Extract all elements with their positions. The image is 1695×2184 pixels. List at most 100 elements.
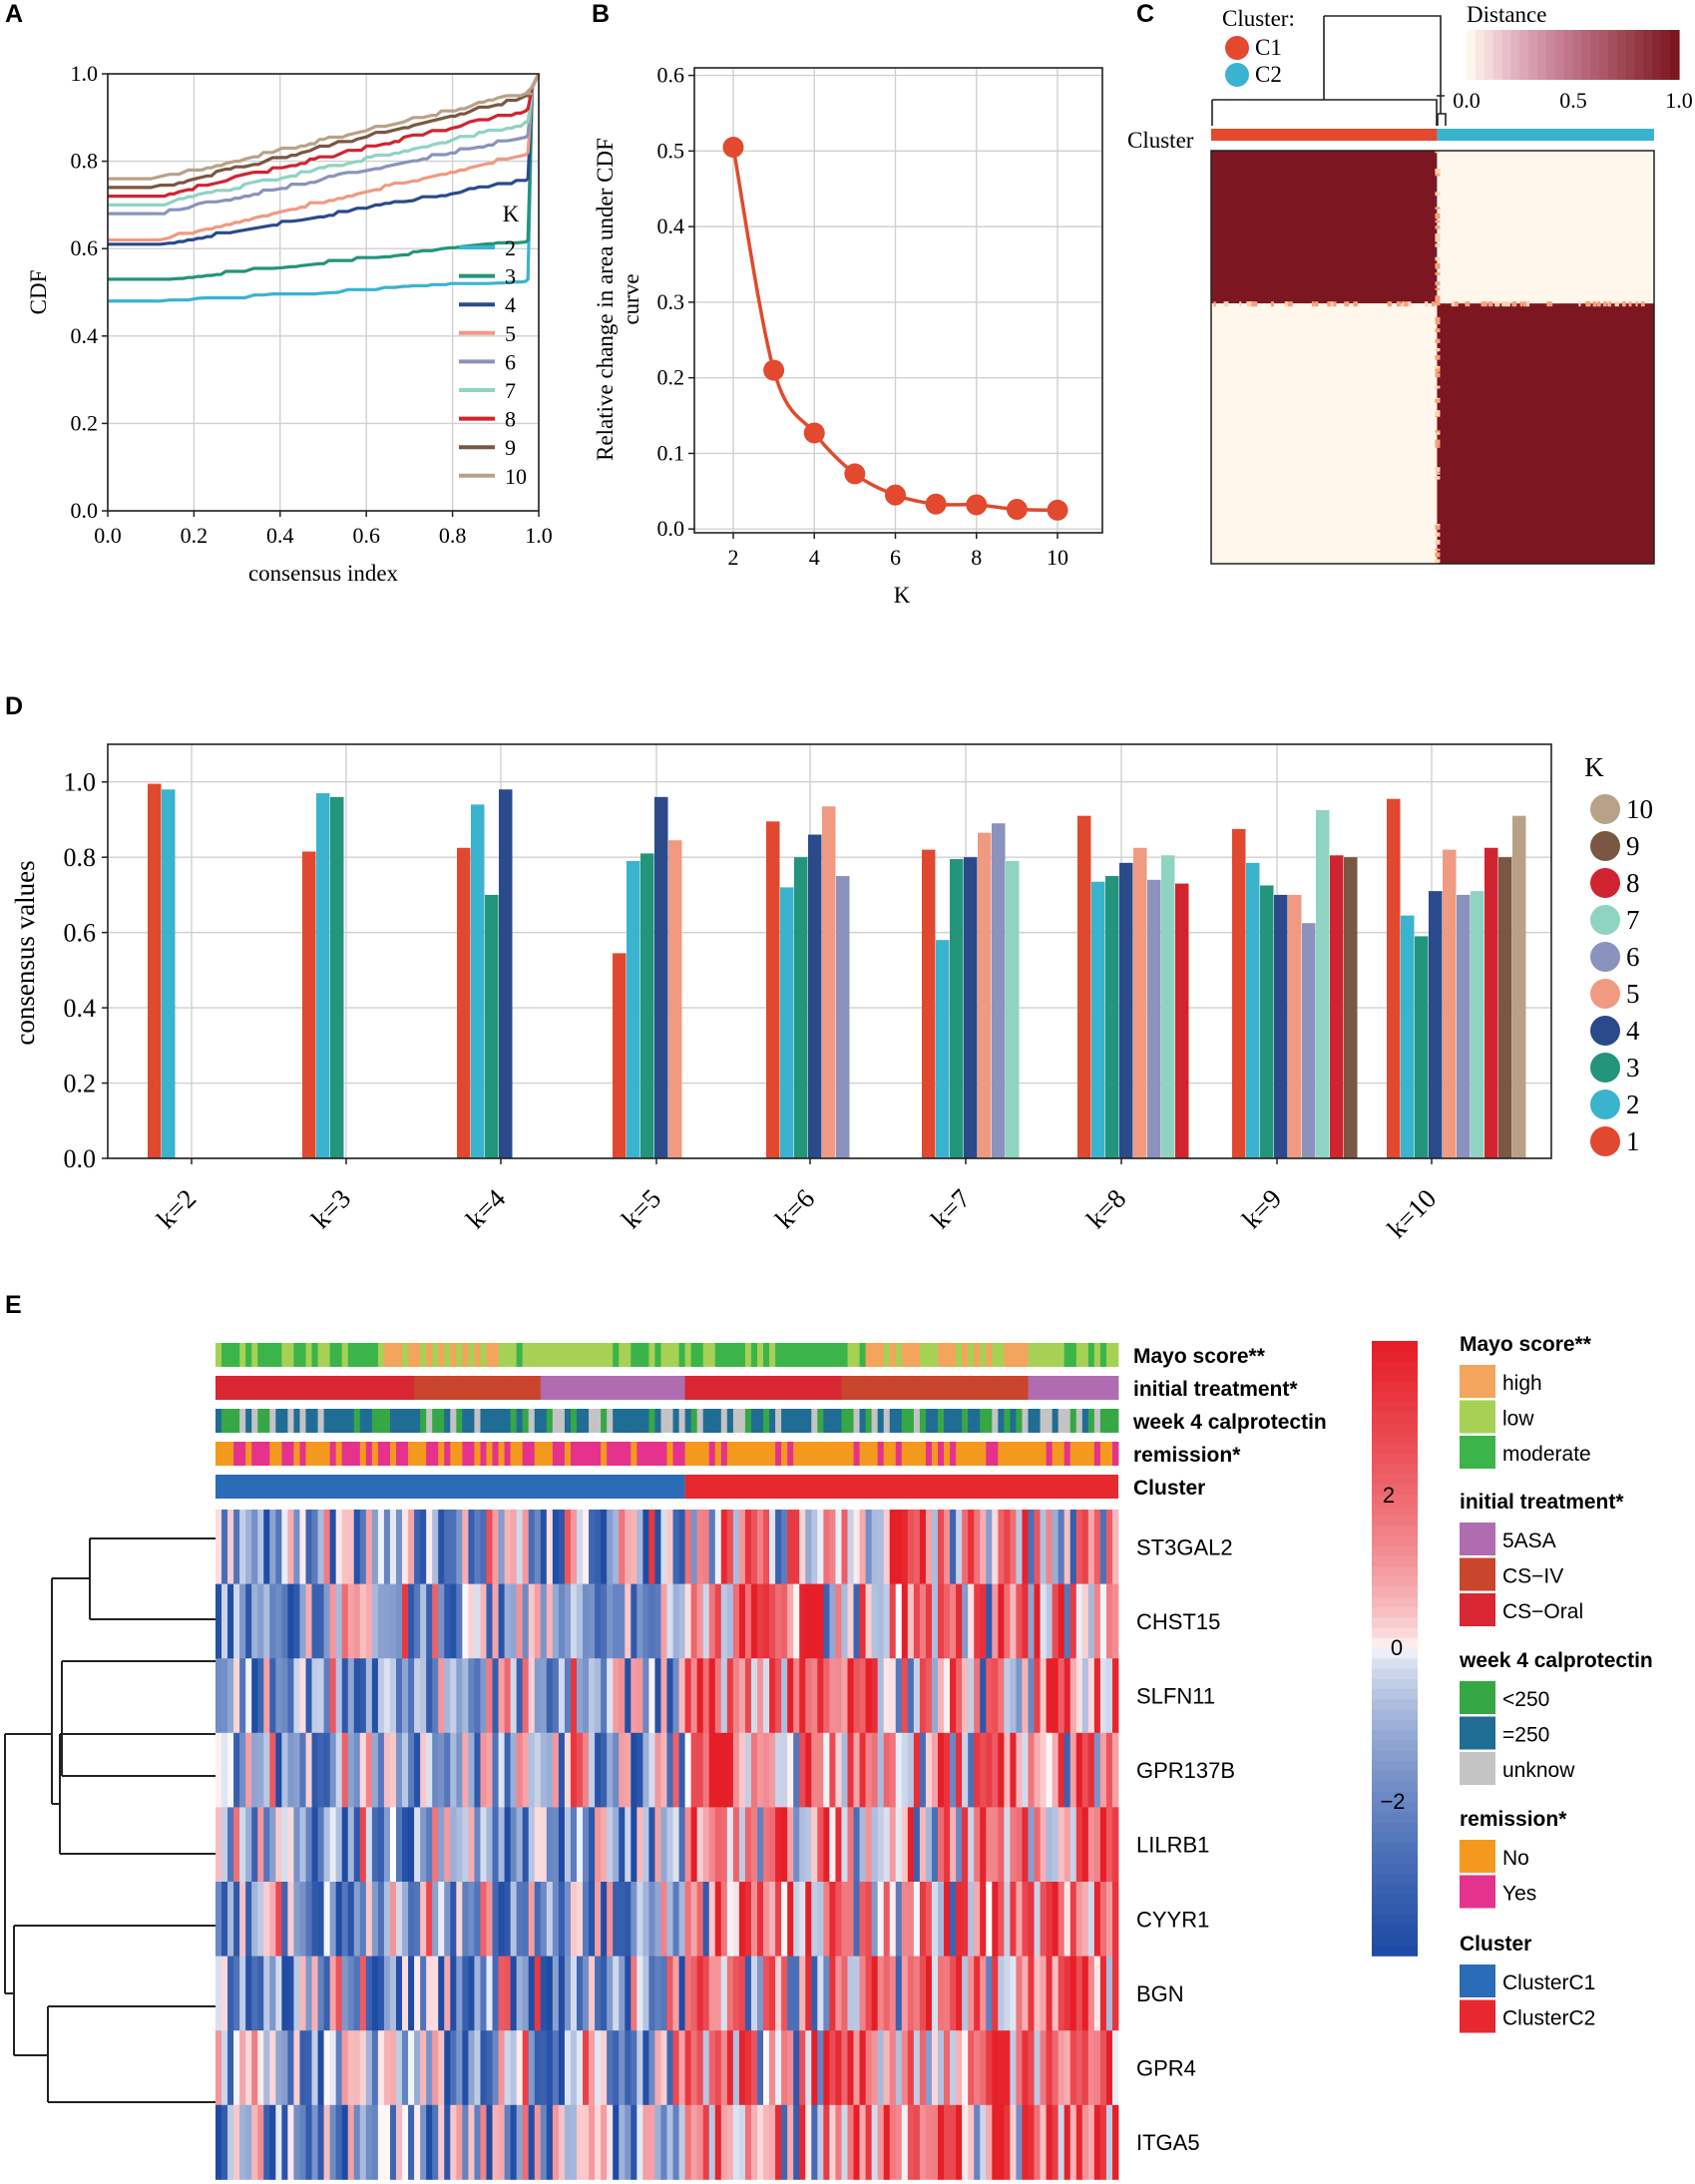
panel-e-cell-CHST15-126 xyxy=(974,1583,981,1659)
panel-e-cell-LILRB1-117 xyxy=(919,1807,927,1883)
panel-e-cell-BGN-94 xyxy=(781,1956,788,2031)
panel-c-noise-v-0 xyxy=(1435,385,1441,389)
panel-e-treatment-cell-62 xyxy=(589,1376,596,1400)
panel-e-cell-GPR4-20 xyxy=(335,2030,343,2106)
panel-e-mayo-cell-141 xyxy=(1063,1343,1071,1367)
panel-e-calprotectin-cell-137 xyxy=(1040,1409,1047,1433)
panel-e-cell-GPR137B-65 xyxy=(607,1732,614,1808)
panel-e-cell-CHST15-54 xyxy=(540,1583,548,1659)
panel-e-cell-CHST15-8 xyxy=(263,1583,270,1659)
panel-e-cell-ST3GAL2-114 xyxy=(901,1510,909,1584)
panel-e-calprotectin-cell-9 xyxy=(269,1409,276,1433)
panel-e-cell-SLFN11-133 xyxy=(1016,1658,1023,1734)
panel-e-cell-GPR4-80 xyxy=(696,2030,704,2106)
panel-e-cell-GPR137B-12 xyxy=(287,1732,294,1808)
panel-c-noise-v-3 xyxy=(1435,213,1441,218)
panel-e-cell-LILRB1-37 xyxy=(438,1807,445,1883)
panel-e-mayo-cell-15 xyxy=(305,1343,312,1367)
panel-e-remission-cell-81 xyxy=(702,1442,710,1466)
panel-e-legend-swatch-0-0 xyxy=(1460,1365,1495,1398)
panel-e-mayo-cell-27 xyxy=(377,1343,385,1367)
panel-e-cell-ITGA5-124 xyxy=(962,2104,969,2180)
panel-e-legend-title-4: Cluster xyxy=(1460,1933,1531,1956)
panel-e-cell-GPR137B-71 xyxy=(642,1732,649,1808)
panel-e-treatment-cell-68 xyxy=(625,1376,632,1400)
panel-e-cell-CHST15-58 xyxy=(564,1583,572,1659)
panel-e-calprotectin-cell-135 xyxy=(1028,1409,1035,1433)
panel-e-cell-SLFN11-53 xyxy=(534,1658,542,1734)
panel-e-cell-GPR137B-143 xyxy=(1075,1732,1083,1808)
panel-e-remission-cell-40 xyxy=(456,1442,463,1466)
panel-e-cell-CHST15-48 xyxy=(504,1583,512,1659)
panel-e-cell-CHST15-25 xyxy=(365,1583,373,1659)
panel-e-remission-cell-65 xyxy=(607,1442,614,1466)
panel-e-calprotectin-cell-84 xyxy=(720,1409,728,1433)
panel-e-cell-GPR4-59 xyxy=(570,2030,578,2106)
panel-e-cell-GPR4-24 xyxy=(359,2030,367,2106)
panel-e-treatment-cell-127 xyxy=(980,1376,987,1400)
panel-e-mayo-cell-93 xyxy=(775,1343,782,1367)
panel-e-legend-swatch-1-1 xyxy=(1460,1557,1495,1591)
panel-e-cell-CHST15-31 xyxy=(402,1583,409,1659)
panel-e-calprotectin-cell-100 xyxy=(817,1409,824,1433)
panel-b-point-k9 xyxy=(1006,499,1028,521)
panel-e-remission-cell-147 xyxy=(1099,1442,1107,1466)
panel-e-cell-ITGA5-73 xyxy=(654,2104,661,2180)
panel-e-cell-ST3GAL2-137 xyxy=(1040,1510,1047,1584)
panel-e-cell-ST3GAL2-19 xyxy=(329,1510,337,1584)
panel-e-cell-CHST15-52 xyxy=(528,1583,536,1659)
panel-c-noise-v-41 xyxy=(1435,256,1441,261)
panel-e-treatment-cell-141 xyxy=(1063,1376,1071,1400)
panel-e-cell-CYYR1-102 xyxy=(829,1882,836,1957)
panel-e-cell-CYYR1-45 xyxy=(486,1882,493,1957)
panel-e-cell-GPR4-97 xyxy=(799,2030,806,2106)
panel-e-cell-LILRB1-40 xyxy=(456,1807,463,1883)
panel-e-remission-cell-137 xyxy=(1040,1442,1047,1466)
panel-e-treatment-cell-121 xyxy=(944,1376,951,1400)
panel-e-cell-ITGA5-13 xyxy=(293,2104,300,2180)
panel-d-xtick-label-7: k=9 xyxy=(1236,1183,1287,1234)
panel-e-cell-BGN-0 xyxy=(215,1956,222,2031)
panel-b-ytick-label-6: 0.6 xyxy=(657,63,685,88)
panel-a-xtick-label-4: 0.8 xyxy=(439,523,467,548)
panel-e-treatment-cell-105 xyxy=(847,1376,854,1400)
panel-e-cell-BGN-24 xyxy=(359,1956,367,2031)
panel-e-cell-GPR137B-30 xyxy=(396,1732,403,1808)
panel-e-cell-ITGA5-12 xyxy=(287,2104,294,2180)
panel-c-colorbar-cell-7 xyxy=(1528,30,1538,80)
panel-e-cell-ST3GAL2-120 xyxy=(938,1510,945,1584)
panel-e-cell-CYYR1-134 xyxy=(1022,1882,1029,1957)
panel-e-cell-LILRB1-76 xyxy=(672,1807,679,1883)
panel-e-treatment-cell-148 xyxy=(1105,1376,1113,1400)
panel-e-cell-GPR137B-66 xyxy=(613,1732,620,1808)
panel-e-cell-BGN-34 xyxy=(420,1956,427,2031)
panel-e-remission-cell-30 xyxy=(396,1442,403,1466)
panel-c-colorbar-cell-14 xyxy=(1590,30,1600,80)
panel-e-treatment-cell-45 xyxy=(486,1376,493,1400)
panel-e-cell-GPR4-143 xyxy=(1075,2030,1083,2106)
panel-c-colorbar-cell-20 xyxy=(1643,30,1653,80)
panel-e-cell-ST3GAL2-10 xyxy=(275,1510,282,1584)
panel-e-treatment-cell-91 xyxy=(763,1376,770,1400)
panel-e-remission-cell-109 xyxy=(871,1442,879,1466)
panel-e-cell-SLFN11-12 xyxy=(287,1658,294,1734)
panel-e-calprotectin-cell-108 xyxy=(865,1409,873,1433)
panel-e-cell-LILRB1-5 xyxy=(245,1807,252,1883)
panel-c-noise-h-38 xyxy=(1252,301,1258,307)
panel-e-track-label-0: Mayo score** xyxy=(1133,1345,1266,1368)
panel-e-cell-GPR137B-85 xyxy=(726,1732,734,1808)
panel-e-cell-ST3GAL2-72 xyxy=(648,1510,655,1584)
panel-e-cell-ST3GAL2-29 xyxy=(389,1510,397,1584)
panel-e-remission-cell-13 xyxy=(293,1442,300,1466)
panel-c-colorbar-cell-19 xyxy=(1634,30,1645,80)
panel-e-cell-GPR4-19 xyxy=(329,2030,337,2106)
panel-c-noise-h-19 xyxy=(1213,301,1216,307)
panel-a-line-k5 xyxy=(108,73,541,242)
panel-d-bar-k10-c6 xyxy=(1457,894,1471,1158)
panel-e-mayo-cell-80 xyxy=(696,1343,704,1367)
panel-e-cell-GPR137B-112 xyxy=(889,1732,897,1808)
panel-e-calprotectin-cell-48 xyxy=(504,1409,512,1433)
panel-e-calprotectin-cell-141 xyxy=(1063,1409,1071,1433)
panel-c-noise-h-59 xyxy=(1465,301,1471,307)
panel-e-cell-CHST15-44 xyxy=(480,1583,487,1659)
